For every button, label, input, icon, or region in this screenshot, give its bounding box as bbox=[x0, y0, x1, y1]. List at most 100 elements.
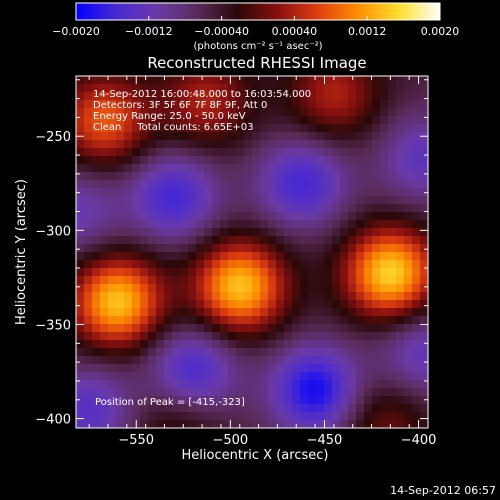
heatmap-cell bbox=[140, 172, 149, 181]
heatmap-cell bbox=[380, 332, 389, 341]
heatmap-cell bbox=[380, 308, 389, 317]
heatmap-cell bbox=[292, 356, 301, 365]
heatmap-cell bbox=[420, 108, 428, 117]
heatmap-cell bbox=[372, 380, 381, 389]
heatmap-cell bbox=[164, 76, 173, 85]
chart-title: Reconstructed RHESSI Image bbox=[147, 54, 366, 72]
heatmap-cell bbox=[268, 108, 277, 117]
heatmap-cell bbox=[116, 372, 125, 381]
heatmap-cell bbox=[420, 220, 428, 229]
heatmap-cell bbox=[268, 220, 277, 229]
heatmap-cell bbox=[364, 340, 373, 349]
heatmap-cell bbox=[244, 260, 253, 269]
heatmap-cell bbox=[260, 204, 269, 213]
heatmap-cell bbox=[108, 388, 117, 397]
heatmap-cell bbox=[268, 180, 277, 189]
heatmap-cell bbox=[356, 212, 365, 221]
heatmap-cell bbox=[412, 356, 421, 365]
heatmap-cell bbox=[396, 236, 405, 245]
heatmap-cell bbox=[244, 388, 253, 397]
heatmap-cell bbox=[228, 212, 237, 221]
heatmap-cell bbox=[364, 188, 373, 197]
heatmap-cell bbox=[396, 164, 405, 173]
heatmap-cell bbox=[156, 404, 165, 413]
heatmap-cell bbox=[340, 276, 349, 285]
heatmap-cell bbox=[124, 116, 133, 125]
heatmap-cell bbox=[124, 380, 133, 389]
heatmap-cell bbox=[228, 388, 237, 397]
heatmap-cell bbox=[76, 92, 85, 101]
heatmap-cell bbox=[204, 252, 213, 261]
heatmap-cell bbox=[396, 140, 405, 149]
heatmap-cell bbox=[148, 220, 157, 229]
heatmap-cell bbox=[124, 220, 133, 229]
heatmap-cell bbox=[100, 332, 109, 341]
heatmap-cell bbox=[316, 332, 325, 341]
heatmap-cell bbox=[148, 236, 157, 245]
heatmap-cell bbox=[332, 228, 341, 237]
colorbar-tick-label: 0.00040 bbox=[272, 25, 318, 38]
heatmap-cell bbox=[356, 348, 365, 357]
heatmap-cell bbox=[412, 172, 421, 181]
heatmap-cell bbox=[108, 420, 117, 428]
heatmap-cell bbox=[92, 188, 101, 197]
heatmap-cell bbox=[364, 380, 373, 389]
heatmap-cell bbox=[180, 132, 189, 141]
heatmap-cell bbox=[420, 412, 428, 421]
heatmap-cell bbox=[252, 300, 261, 309]
heatmap-cell bbox=[244, 236, 253, 245]
heatmap-cell bbox=[84, 260, 93, 269]
heatmap-cell bbox=[196, 332, 205, 341]
heatmap-cell bbox=[252, 140, 261, 149]
heatmap-cell bbox=[404, 292, 413, 301]
heatmap-cell bbox=[404, 164, 413, 173]
heatmap-cell bbox=[380, 180, 389, 189]
heatmap-cell bbox=[100, 260, 109, 269]
heatmap-cell bbox=[396, 388, 405, 397]
heatmap-cell bbox=[260, 332, 269, 341]
heatmap-cell bbox=[212, 268, 221, 277]
heatmap-cell bbox=[396, 348, 405, 357]
heatmap-cell bbox=[372, 220, 381, 229]
heatmap-cell bbox=[108, 228, 117, 237]
heatmap-cell bbox=[364, 108, 373, 117]
heatmap-cell bbox=[340, 92, 349, 101]
heatmap-cell bbox=[252, 92, 261, 101]
heatmap-cell bbox=[308, 92, 317, 101]
heatmap-cell bbox=[364, 132, 373, 141]
heatmap-cell bbox=[308, 332, 317, 341]
heatmap-cell bbox=[252, 356, 261, 365]
heatmap-cell bbox=[164, 100, 173, 109]
heatmap-cell bbox=[276, 404, 285, 413]
heatmap-cell bbox=[404, 420, 413, 428]
heatmap-cell bbox=[380, 124, 389, 133]
heatmap-cell bbox=[212, 132, 221, 141]
heatmap-cell bbox=[388, 372, 397, 381]
heatmap-cell bbox=[220, 292, 229, 301]
heatmap-cell bbox=[132, 348, 141, 357]
heatmap-cell bbox=[196, 316, 205, 325]
heatmap-cell bbox=[356, 300, 365, 309]
heatmap-cell bbox=[164, 172, 173, 181]
heatmap-cell bbox=[412, 108, 421, 117]
heatmap-cell bbox=[140, 332, 149, 341]
heatmap-cell bbox=[372, 148, 381, 157]
heatmap-cell bbox=[220, 124, 229, 133]
heatmap-cell bbox=[172, 396, 181, 405]
heatmap-cell bbox=[84, 188, 93, 197]
heatmap-cell bbox=[364, 228, 373, 237]
heatmap-cell bbox=[404, 380, 413, 389]
heatmap-cell bbox=[132, 148, 141, 157]
heatmap-cell bbox=[204, 116, 213, 125]
heatmap-cell bbox=[236, 116, 245, 125]
heatmap-cell bbox=[396, 156, 405, 165]
heatmap-cell bbox=[268, 92, 277, 101]
heatmap-cell bbox=[396, 404, 405, 413]
heatmap-cell bbox=[316, 340, 325, 349]
heatmap-cell bbox=[108, 396, 117, 405]
heatmap-cell bbox=[108, 148, 117, 157]
heatmap-cell bbox=[364, 172, 373, 181]
heatmap-cell bbox=[356, 356, 365, 365]
heatmap-cell bbox=[76, 412, 85, 421]
heatmap-cell bbox=[236, 372, 245, 381]
